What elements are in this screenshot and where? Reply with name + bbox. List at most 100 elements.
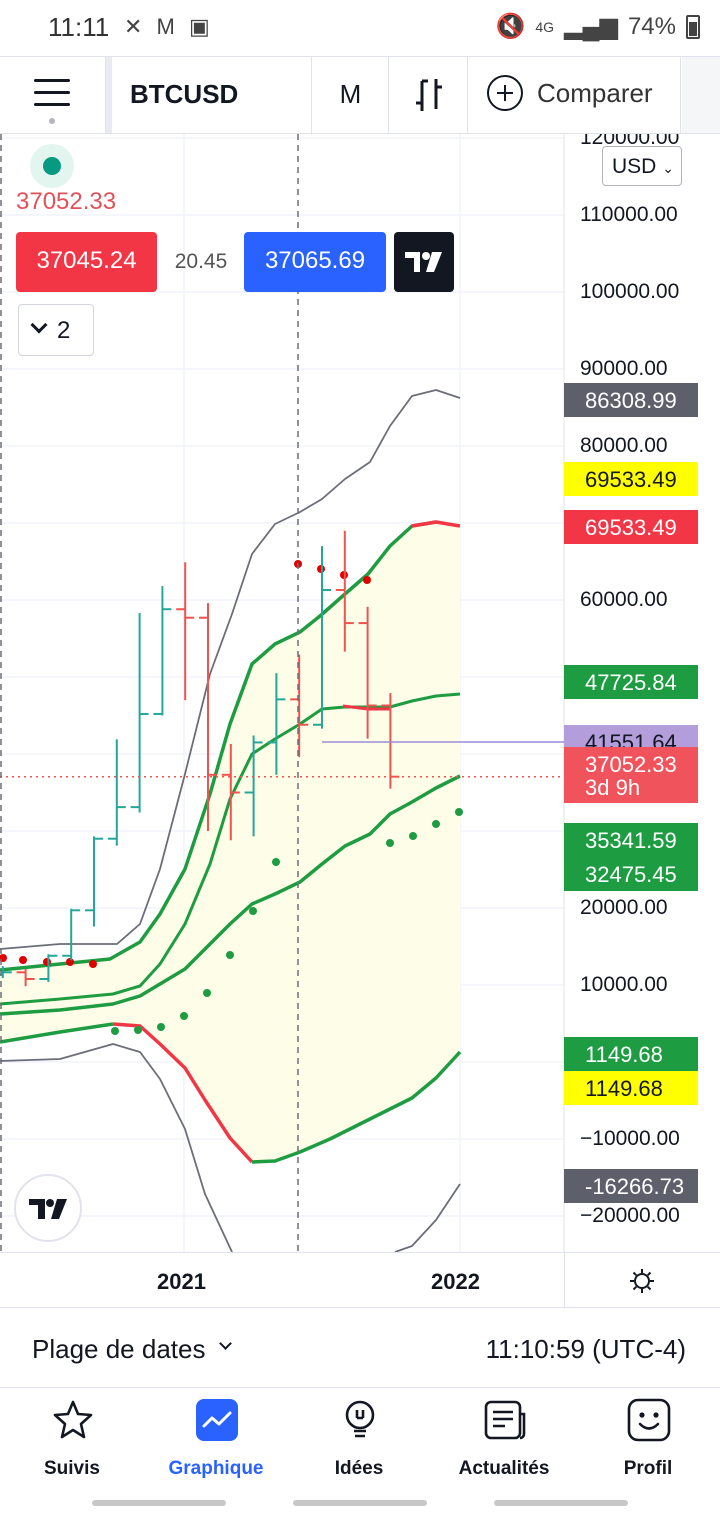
chart-pane[interactable]: 37052.33 37045.24 20.45 37065.69 2 USD ⌄… (0, 134, 720, 1252)
sar-dot-green (386, 839, 394, 847)
tradingview-watermark[interactable] (14, 1174, 82, 1242)
chevron-down-icon (30, 316, 48, 334)
nav-chart[interactable]: Graphique (151, 1398, 281, 1492)
sar-dot-green (409, 832, 417, 840)
date-range-button[interactable]: Plage de dates (32, 1334, 233, 1365)
currency-label: USD (612, 155, 657, 178)
band-upper-line (0, 520, 437, 972)
sar-dot-red (43, 958, 51, 966)
date-range-label: Plage de dates (32, 1334, 206, 1364)
currency-selector[interactable]: USD ⌄ (602, 146, 682, 186)
nav-label: Graphique (168, 1458, 264, 1479)
indicators-collapse-button[interactable]: 2 (18, 304, 94, 356)
notification-icons: ✕ M ▣ (124, 14, 214, 39)
sar-dot-green (272, 858, 280, 866)
price-tick-label: −10000.00 (580, 1127, 680, 1150)
toolbar-overflow (682, 57, 720, 133)
sar-dot-green (249, 907, 257, 915)
compare-button[interactable]: Comparer (469, 57, 681, 133)
plus-circle-icon (487, 75, 523, 111)
menu-indicator-dot (49, 118, 55, 124)
timezone-clock[interactable]: 11:10:59 (UTC-4) (485, 1334, 686, 1364)
star-icon (53, 1400, 93, 1439)
price-tick-label: 90000.00 (580, 357, 668, 380)
chart-canvas[interactable] (0, 134, 720, 1252)
buy-button[interactable]: 37065.69 (244, 232, 386, 292)
price-tick-label: 110000.00 (580, 203, 678, 226)
status-right: 🔇 4G ▂▄▆ 74% (495, 12, 700, 41)
price-scale-label: 1149.68 (564, 1071, 698, 1105)
band-lower-drop-line (112, 1022, 254, 1164)
spread-value: 20.45 (174, 250, 228, 273)
band-basis-line (0, 774, 461, 1016)
gesture-pill-home[interactable] (293, 1500, 427, 1506)
hamburger-icon (34, 79, 70, 115)
bottom-navigation: Suivis Graphique Idées Actualités (0, 1388, 720, 1520)
sar-dot-green (111, 1027, 119, 1035)
price-tick-label: 100000.00 (580, 280, 680, 303)
time-label-2022: 2022 (431, 1269, 480, 1294)
news-icon (484, 1400, 526, 1440)
sar-dot-red (89, 960, 97, 968)
nav-profile[interactable]: Profil (583, 1398, 713, 1492)
nav-label: Profil (623, 1458, 673, 1479)
price-scale-label: 47725.84 (564, 665, 698, 699)
price-scale-label: 69533.49 (564, 462, 698, 496)
gesture-pill-recents[interactable] (494, 1500, 628, 1506)
compare-label: Comparer (537, 78, 653, 108)
price-tick-label: 20000.00 (580, 896, 668, 919)
broker-button[interactable] (394, 232, 454, 292)
chevron-down-icon (219, 1337, 233, 1350)
interval-button[interactable]: M (313, 57, 389, 133)
legend-last-price: 37052.33 (16, 188, 117, 215)
settings-gear-icon[interactable] (628, 1267, 656, 1295)
axis-separator (564, 1253, 565, 1309)
chart-type-button[interactable] (390, 57, 468, 133)
sar-dot-green (134, 1026, 142, 1034)
band-lower-line (0, 1022, 114, 1044)
nav-label: Suivis (44, 1458, 100, 1479)
date-range-bar: Plage de dates 11:10:59 (UTC-4) (0, 1308, 720, 1388)
battery-level: 74% (627, 12, 676, 40)
chevron-down-icon: ⌄ (662, 160, 674, 176)
price-scale-label: 35341.59 (564, 823, 698, 857)
lightbulb-icon (345, 1400, 375, 1438)
sell-button[interactable]: 37045.24 (16, 232, 157, 292)
price-tick-label: 60000.00 (580, 588, 668, 611)
nav-watchlist[interactable]: Suivis (7, 1398, 137, 1492)
time-label-2021: 2021 (157, 1269, 206, 1294)
nav-label: Actualités (458, 1458, 550, 1479)
menu-button[interactable] (0, 57, 106, 133)
nav-ideas[interactable]: Idées (294, 1398, 424, 1492)
price-tick-label: 120000.00 (580, 134, 680, 149)
market-open-status-icon[interactable] (30, 144, 74, 188)
band-lower-line (251, 1050, 462, 1164)
indicator-count: 2 (57, 317, 71, 344)
status-bar: 11:11 ✕ M ▣ 🔇 4G ▂▄▆ 74% (0, 0, 720, 56)
price-tick-label: −20000.00 (580, 1204, 680, 1227)
sar-dot-red (363, 576, 371, 584)
toolbar-separator (106, 57, 112, 133)
time-axis[interactable]: 2021 2022 (0, 1252, 720, 1309)
symbol-search-button[interactable]: BTCUSD (112, 57, 312, 133)
signal-icon: ▂▄▆ (564, 13, 618, 40)
sar-dot-red (19, 956, 27, 964)
sar-dot-green (180, 1012, 188, 1020)
nav-label: Idées (334, 1458, 384, 1479)
envelope-lower-line (394, 1183, 461, 1252)
status-time: 11:11 (48, 12, 110, 42)
sar-dot-green (203, 989, 211, 997)
price-tick-label: 10000.00 (580, 973, 668, 996)
mute-icon: 🔇 (495, 13, 526, 40)
gesture-pill-back[interactable] (92, 1500, 226, 1506)
nav-news[interactable]: Actualités (439, 1398, 569, 1492)
smiley-icon (627, 1398, 671, 1442)
price-scale-label: 86308.99 (564, 383, 698, 417)
tradingview-logo-icon (29, 1199, 67, 1219)
sar-dot-green (432, 820, 440, 828)
envelope-lower-line (0, 1043, 233, 1252)
sar-dot-green (455, 808, 463, 816)
band-upper-peak-line (411, 520, 461, 528)
price-scale-label: 1149.68 (564, 1037, 698, 1071)
price-tick-label: 80000.00 (580, 434, 668, 457)
